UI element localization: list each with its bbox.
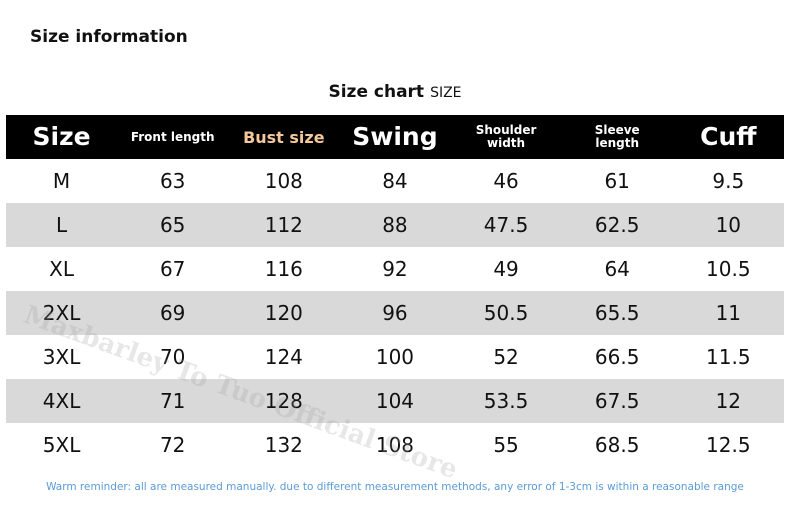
table-cell: 3XL: [42, 345, 81, 369]
table-cell: 72: [159, 433, 186, 457]
table-cell: M: [52, 169, 71, 193]
table-cell: 9.5: [712, 169, 745, 193]
table-cell: 100: [375, 345, 415, 369]
column-header-text: Sleeve length: [594, 123, 640, 150]
table-cell: 53.5: [483, 389, 529, 413]
column-header: Front length: [130, 129, 215, 144]
table-cell: 88: [382, 213, 408, 237]
table-cell: XL: [49, 257, 74, 281]
table-cell: 67.5: [594, 389, 640, 413]
table-row: 5XL 72 132 108 55 68.5 12.5: [6, 423, 784, 467]
table-cell: 116: [264, 257, 303, 281]
table-cell: 104: [375, 389, 415, 413]
table-cell: 55: [493, 433, 519, 457]
column-header-text: Shoulder width: [475, 123, 537, 150]
table-cell: 108: [264, 169, 303, 193]
table-cell: L: [55, 213, 68, 237]
table-cell: 46: [493, 169, 519, 193]
table-row: M 63 108 84 46 61 9.5: [6, 159, 784, 203]
table-cell: 62.5: [594, 213, 640, 237]
table-cell: 12: [715, 389, 742, 413]
table-row: 2XL 69 120 96 50.5 65.5 11: [6, 291, 784, 335]
table-cell: 11.5: [706, 345, 751, 369]
table-cell: 10: [715, 213, 742, 237]
table-cell: 124: [264, 345, 303, 369]
table-cell: 112: [264, 213, 303, 237]
table-cell: 12.5: [706, 433, 751, 457]
table-cell: 65: [159, 213, 186, 237]
table-cell: 65.5: [594, 301, 640, 325]
table-cell: 10.5: [706, 257, 751, 281]
table-cell: 84: [382, 169, 408, 193]
column-header: Cuff: [700, 122, 757, 151]
table-row: XL 67 116 92 49 64 10.5: [6, 247, 784, 291]
header-row: Size Front length Bust size Swing Shoulder w…: [6, 115, 784, 159]
table-cell: 66.5: [594, 345, 640, 369]
table-cell: 69: [159, 301, 186, 325]
table-cell: 67: [159, 257, 186, 281]
table-cell: 96: [382, 301, 408, 325]
column-header: Bust size: [243, 127, 325, 147]
table-cell: 68.5: [594, 433, 640, 457]
table-cell: 70: [159, 345, 186, 369]
table-cell: 132: [264, 433, 303, 457]
subtitle: Size chart SIZE: [0, 82, 790, 102]
table-cell: 47.5: [483, 213, 529, 237]
table-cell: 2XL: [42, 301, 81, 325]
footer-note: Warm reminder: all are measured manually…: [46, 481, 744, 493]
table-cell: 128: [264, 389, 303, 413]
subtitle-main: Size chart: [328, 82, 425, 102]
table-row: 3XL 70 124 100 52 66.5 11.5: [6, 335, 784, 379]
table-cell: 63: [159, 169, 186, 193]
table-cell: 5XL: [42, 433, 81, 457]
subtitle-small: SIZE: [430, 85, 462, 101]
table-cell: 64: [604, 257, 630, 281]
table-cell: 11: [715, 301, 742, 325]
column-header: Shoulder width: [451, 124, 562, 150]
table-cell: 49: [493, 257, 519, 281]
size-table: Size Front length Bust size Swing Shoulder w…: [6, 115, 784, 467]
table-cell: 50.5: [483, 301, 529, 325]
table-cell: 61: [604, 169, 630, 193]
table-cell: 71: [159, 389, 186, 413]
table-row: L 65 112 88 47.5 62.5 10: [6, 203, 784, 247]
table-cell: 108: [375, 433, 415, 457]
table-row: 4XL 71 128 104 53.5 67.5 12: [6, 379, 784, 423]
column-header: Swing: [352, 122, 438, 151]
table-cell: 52: [493, 345, 519, 369]
table-cell: 120: [264, 301, 303, 325]
title: Size information: [30, 27, 188, 47]
column-header: Sleeve length: [562, 124, 673, 150]
table-cell: 92: [382, 257, 408, 281]
column-header: Size: [32, 122, 91, 151]
table-cell: 4XL: [42, 389, 81, 413]
